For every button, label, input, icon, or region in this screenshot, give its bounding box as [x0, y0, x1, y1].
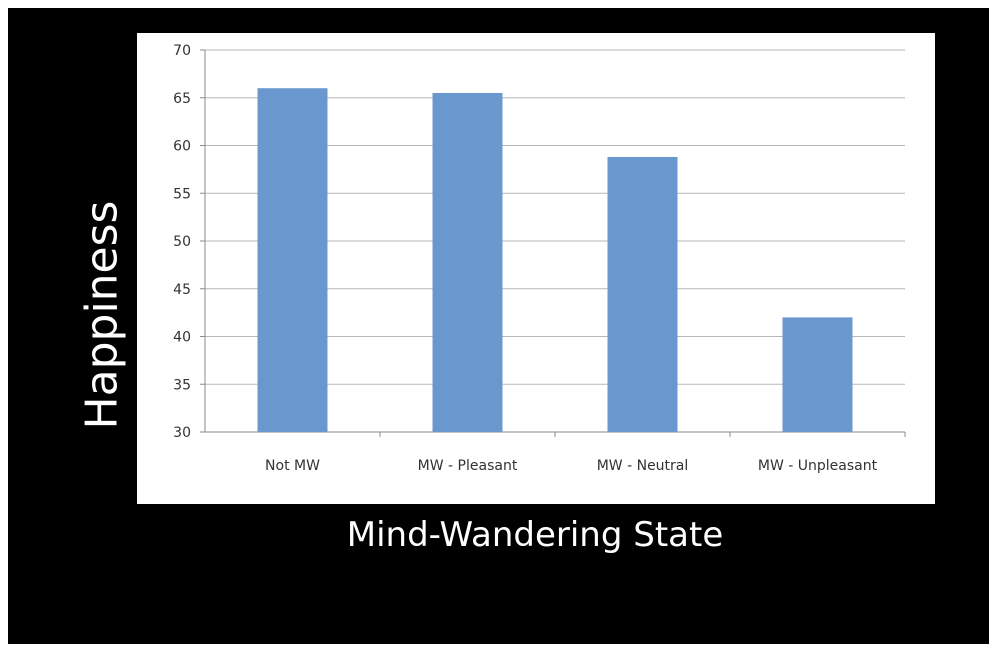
- x-tick-label: Not MW: [265, 458, 320, 474]
- y-tick-label: 50: [173, 234, 191, 250]
- y-tick-label: 60: [173, 139, 191, 155]
- x-tick-label: MW - Unpleasant: [758, 458, 878, 474]
- y-tick-label: 55: [173, 186, 191, 202]
- y-tick-label: 40: [173, 330, 191, 346]
- bar: [607, 156, 678, 432]
- y-tick-label: 70: [173, 43, 191, 59]
- y-tick-label: 30: [173, 425, 191, 441]
- bar: [432, 92, 503, 432]
- bar: [782, 317, 853, 432]
- y-tick-label: 35: [173, 377, 191, 393]
- x-tick-label: MW - Pleasant: [418, 458, 518, 474]
- x-axis-title: Mind-Wandering State: [346, 515, 724, 555]
- y-tick-label: 65: [173, 91, 191, 107]
- x-tick-label: MW - Neutral: [597, 458, 689, 474]
- y-axis-title: Happiness: [76, 200, 128, 430]
- bar: [257, 88, 328, 432]
- y-tick-label: 45: [173, 282, 191, 298]
